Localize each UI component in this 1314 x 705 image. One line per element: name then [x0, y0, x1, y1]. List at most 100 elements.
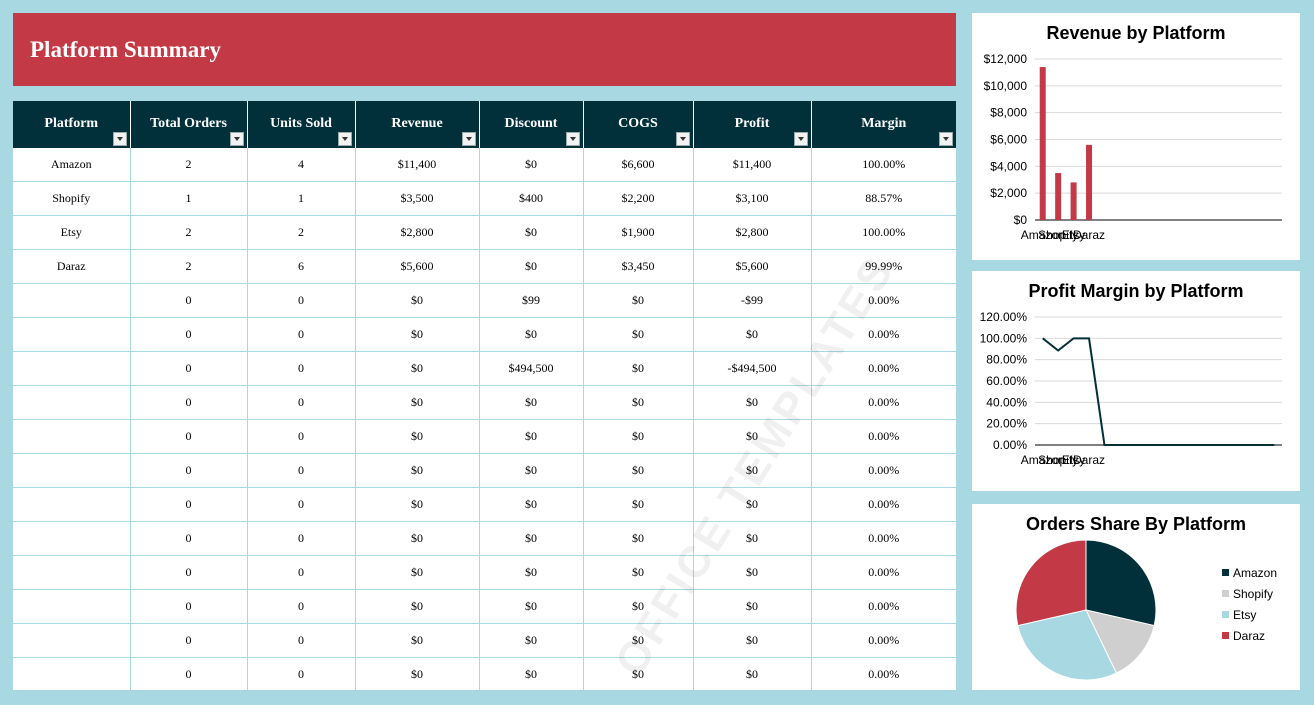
table-cell[interactable]: 0	[247, 453, 356, 488]
table-cell[interactable]: $0	[479, 385, 584, 420]
table-cell[interactable]: 0	[130, 521, 248, 556]
table-cell[interactable]: 0	[247, 419, 356, 454]
table-cell[interactable]: $0	[479, 657, 584, 692]
filter-dropdown-icon[interactable]	[565, 132, 580, 146]
table-cell[interactable]: $1,900	[583, 215, 694, 250]
table-cell[interactable]	[13, 589, 131, 624]
filter-dropdown-icon[interactable]	[675, 132, 690, 146]
table-cell[interactable]: 99.99%	[811, 249, 956, 284]
table-cell[interactable]: $0	[355, 623, 480, 658]
table-cell[interactable]: $0	[693, 521, 812, 556]
table-cell[interactable]: $0	[355, 521, 480, 556]
table-cell[interactable]: $5,600	[693, 249, 812, 284]
table-cell[interactable]: $99	[479, 283, 584, 318]
table-cell[interactable]: 0	[130, 283, 248, 318]
table-cell[interactable]: 0.00%	[811, 453, 956, 488]
table-cell[interactable]	[13, 385, 131, 420]
filter-dropdown-icon[interactable]	[461, 132, 476, 146]
table-cell[interactable]	[13, 419, 131, 454]
table-cell[interactable]: $0	[479, 623, 584, 658]
table-cell[interactable]	[13, 283, 131, 318]
table-cell[interactable]: $0	[583, 453, 694, 488]
table-cell[interactable]: 0	[130, 453, 248, 488]
table-cell[interactable]: 0	[247, 385, 356, 420]
table-cell[interactable]: 6	[247, 249, 356, 284]
table-cell[interactable]: $0	[355, 555, 480, 590]
table-cell[interactable]: 0	[130, 385, 248, 420]
table-cell[interactable]: $0	[583, 657, 694, 692]
table-cell[interactable]: $0	[693, 487, 812, 522]
table-cell[interactable]: 0.00%	[811, 385, 956, 420]
table-cell[interactable]	[13, 317, 131, 352]
table-cell[interactable]: $400	[479, 181, 584, 216]
table-cell[interactable]: 0	[247, 351, 356, 386]
table-cell[interactable]: 2	[130, 215, 248, 250]
table-cell[interactable]: $5,600	[355, 249, 480, 284]
table-cell[interactable]	[13, 487, 131, 522]
table-cell[interactable]: $0	[479, 317, 584, 352]
table-cell[interactable]: $0	[583, 385, 694, 420]
table-cell[interactable]: $0	[355, 657, 480, 692]
table-cell[interactable]: 1	[247, 181, 356, 216]
table-cell[interactable]: 0.00%	[811, 351, 956, 386]
table-cell[interactable]: -$494,500	[693, 351, 812, 386]
table-cell[interactable]: $11,400	[355, 148, 480, 182]
table-cell[interactable]: $0	[693, 419, 812, 454]
table-cell[interactable]: $0	[355, 351, 480, 386]
table-cell[interactable]: 0	[247, 317, 356, 352]
table-cell[interactable]: 0	[247, 555, 356, 590]
table-cell[interactable]: $0	[583, 487, 694, 522]
table-cell[interactable]: 0	[247, 623, 356, 658]
filter-dropdown-icon[interactable]	[337, 132, 352, 146]
table-cell[interactable]: 0	[130, 623, 248, 658]
table-cell[interactable]: $0	[479, 487, 584, 522]
table-cell[interactable]: $0	[355, 317, 480, 352]
table-cell[interactable]: $0	[693, 623, 812, 658]
table-cell[interactable]: $0	[583, 317, 694, 352]
revenue-chart-panel[interactable]: Revenue by Platform $0 $2,000 $4,000 $6,000…	[972, 13, 1300, 260]
table-cell[interactable]: 0	[130, 351, 248, 386]
table-cell[interactable]: 0	[247, 589, 356, 624]
table-cell[interactable]: 0.00%	[811, 317, 956, 352]
filter-dropdown-icon[interactable]	[229, 132, 244, 146]
table-cell[interactable]: 4	[247, 148, 356, 182]
table-cell[interactable]: $3,500	[355, 181, 480, 216]
table-cell[interactable]: $0	[479, 148, 584, 182]
table-cell[interactable]: 0.00%	[811, 657, 956, 692]
table-cell[interactable]: $2,800	[355, 215, 480, 250]
table-cell[interactable]: 0.00%	[811, 623, 956, 658]
table-cell[interactable]: $494,500	[479, 351, 584, 386]
table-cell[interactable]: Amazon	[13, 148, 131, 182]
table-cell[interactable]: 0.00%	[811, 487, 956, 522]
table-cell[interactable]: $0	[583, 283, 694, 318]
table-cell[interactable]: $0	[479, 589, 584, 624]
table-cell[interactable]: $0	[355, 283, 480, 318]
table-cell[interactable]: 88.57%	[811, 181, 956, 216]
table-cell[interactable]: 0	[130, 555, 248, 590]
table-cell[interactable]	[13, 351, 131, 386]
table-cell[interactable]: $0	[479, 249, 584, 284]
table-cell[interactable]: 0	[247, 283, 356, 318]
table-cell[interactable]: $0	[479, 521, 584, 556]
table-cell[interactable]: 0.00%	[811, 589, 956, 624]
table-cell[interactable]: 100.00%	[811, 215, 956, 250]
table-cell[interactable]: Daraz	[13, 249, 131, 284]
table-cell[interactable]: $0	[583, 589, 694, 624]
table-cell[interactable]: 0	[130, 589, 248, 624]
table-cell[interactable]: $0	[583, 623, 694, 658]
table-cell[interactable]: 0	[247, 487, 356, 522]
filter-dropdown-icon[interactable]	[112, 132, 127, 146]
table-cell[interactable]: $0	[583, 521, 694, 556]
table-cell[interactable]: 100.00%	[811, 148, 956, 182]
orders-chart-panel[interactable]: Orders Share By Platform Amazon Shopify Et…	[972, 504, 1300, 690]
table-cell[interactable]	[13, 555, 131, 590]
table-cell[interactable]: $0	[693, 657, 812, 692]
table-cell[interactable]: $0	[479, 453, 584, 488]
table-cell[interactable]: 0.00%	[811, 283, 956, 318]
table-cell[interactable]: $2,800	[693, 215, 812, 250]
table-cell[interactable]: $11,400	[693, 148, 812, 182]
table-cell[interactable]: $0	[355, 419, 480, 454]
table-cell[interactable]: $0	[355, 589, 480, 624]
table-cell[interactable]: Etsy	[13, 215, 131, 250]
filter-dropdown-icon[interactable]	[939, 132, 953, 146]
